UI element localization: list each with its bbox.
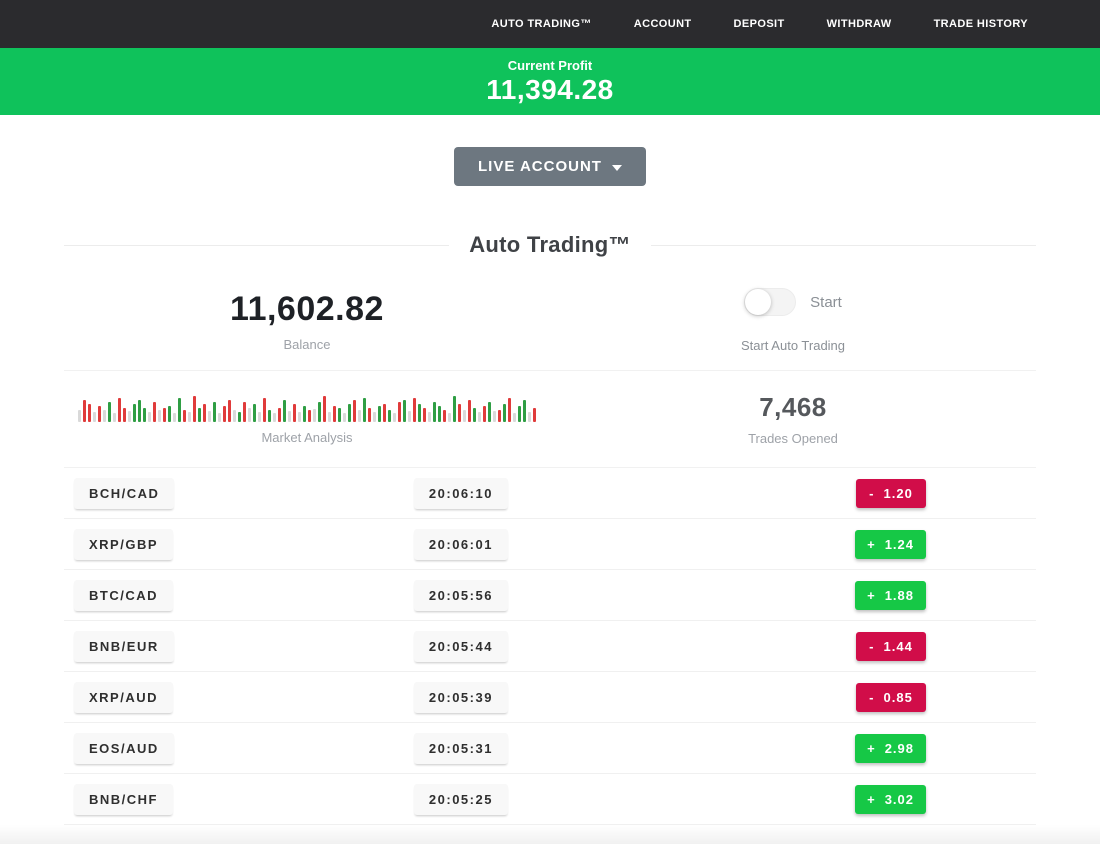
trade-result-sign: - xyxy=(869,689,875,705)
top-nav: AUTO TRADING™ ACCOUNT DEPOSIT WITHDRAW T… xyxy=(0,0,1100,48)
trade-result-value: 1.88 xyxy=(884,587,914,603)
balance-value: 11,602.82 xyxy=(230,289,384,328)
trade-time-chip: 20:05:25 xyxy=(413,783,508,815)
market-analysis-label: Market Analysis xyxy=(261,429,353,445)
trades-opened-label: Trades Opened xyxy=(748,431,838,446)
trade-time-chip: 20:06:01 xyxy=(413,528,508,560)
trade-result-value: 1.20 xyxy=(883,485,913,501)
market-analysis-chart xyxy=(78,394,536,422)
profit-banner-label: Current Profit xyxy=(507,57,593,73)
trade-time-chip: 20:05:31 xyxy=(413,732,508,764)
page-title: Auto Trading™ xyxy=(469,232,631,257)
market-analysis-block: Market Analysis xyxy=(64,371,550,467)
trade-row: EOS/AUD 20:05:31 + 2.98 xyxy=(64,723,1036,774)
toggle-label: Start xyxy=(810,293,842,311)
nav-deposit[interactable]: DEPOSIT xyxy=(733,18,785,30)
trade-result-value: 1.44 xyxy=(883,638,913,654)
pair-chip: XRP/AUD xyxy=(74,681,174,713)
balance-block: 11,602.82 Balance xyxy=(64,271,550,370)
trade-result-value: 2.98 xyxy=(884,740,914,756)
trade-time-chip: 20:05:39 xyxy=(413,681,508,713)
trade-result-sign: + xyxy=(867,740,876,756)
page-footer-fade xyxy=(0,825,1100,844)
live-account-label: LIVE ACCOUNT xyxy=(478,158,602,175)
trade-result-value: 1.24 xyxy=(884,536,914,552)
trade-result-badge: + 1.88 xyxy=(855,580,926,610)
trade-result-badge: - 1.20 xyxy=(856,478,926,508)
nav-account[interactable]: ACCOUNT xyxy=(633,18,692,30)
trade-result-badge: - 1.44 xyxy=(856,631,926,661)
pair-chip: BTC/CAD xyxy=(74,579,173,611)
start-auto-trading-caption: Start Auto Trading xyxy=(740,338,846,353)
trade-time-chip: 20:05:44 xyxy=(413,630,508,662)
trade-row: BNB/CHF 20:05:25 + 3.02 xyxy=(64,774,1036,825)
trades-opened-value: 7,468 xyxy=(759,392,827,422)
trade-time-chip: 20:05:56 xyxy=(413,579,508,611)
start-auto-trading-toggle[interactable] xyxy=(744,288,797,316)
balance-label: Balance xyxy=(283,336,331,352)
trade-result-sign: - xyxy=(869,485,875,501)
trade-time-chip: 20:06:10 xyxy=(413,477,508,509)
trades-list: BCH/CAD 20:06:10 - 1.20 XRP/GBP 20:06:01… xyxy=(64,468,1036,825)
pair-chip: XRP/GBP xyxy=(74,528,174,560)
trade-row: XRP/GBP 20:06:01 + 1.24 xyxy=(64,519,1036,570)
trades-opened-block: 7,468 Trades Opened xyxy=(550,371,1036,467)
pair-chip: EOS/AUD xyxy=(74,732,174,764)
trade-result-value: 3.02 xyxy=(884,791,914,807)
trade-result-badge: - 0.85 xyxy=(856,682,926,712)
pair-chip: BNB/EUR xyxy=(74,630,174,662)
trade-result-sign: - xyxy=(869,638,875,654)
trade-result-sign: + xyxy=(867,587,876,603)
toggle-knob xyxy=(745,289,772,315)
nav-auto-trading[interactable]: AUTO TRADING™ xyxy=(491,18,592,30)
trade-result-value: 0.85 xyxy=(883,689,913,705)
section-heading: Auto Trading™ xyxy=(64,232,1036,258)
trade-result-badge: + 3.02 xyxy=(855,784,926,814)
nav-withdraw[interactable]: WITHDRAW xyxy=(826,18,892,30)
profit-banner-value: 11,394.28 xyxy=(486,73,614,105)
trade-row: BNB/EUR 20:05:44 - 1.44 xyxy=(64,621,1036,672)
auto-trading-block: Start Start Auto Trading xyxy=(550,271,1036,370)
trade-row: BCH/CAD 20:06:10 - 1.20 xyxy=(64,468,1036,519)
trade-row: XRP/AUD 20:05:39 - 0.85 xyxy=(64,672,1036,723)
trade-result-sign: + xyxy=(867,536,876,552)
caret-down-icon xyxy=(611,164,622,171)
nav-trade-history[interactable]: TRADE HISTORY xyxy=(933,18,1028,30)
pair-chip: BNB/CHF xyxy=(74,783,173,815)
live-account-dropdown[interactable]: LIVE ACCOUNT xyxy=(454,147,646,186)
pair-chip: BCH/CAD xyxy=(74,477,175,509)
trade-result-sign: + xyxy=(867,791,876,807)
trade-result-badge: + 2.98 xyxy=(855,733,926,763)
profit-banner: Current Profit 11,394.28 xyxy=(0,48,1100,115)
trade-result-badge: + 1.24 xyxy=(855,529,926,559)
trade-row: BTC/CAD 20:05:56 + 1.88 xyxy=(64,570,1036,621)
